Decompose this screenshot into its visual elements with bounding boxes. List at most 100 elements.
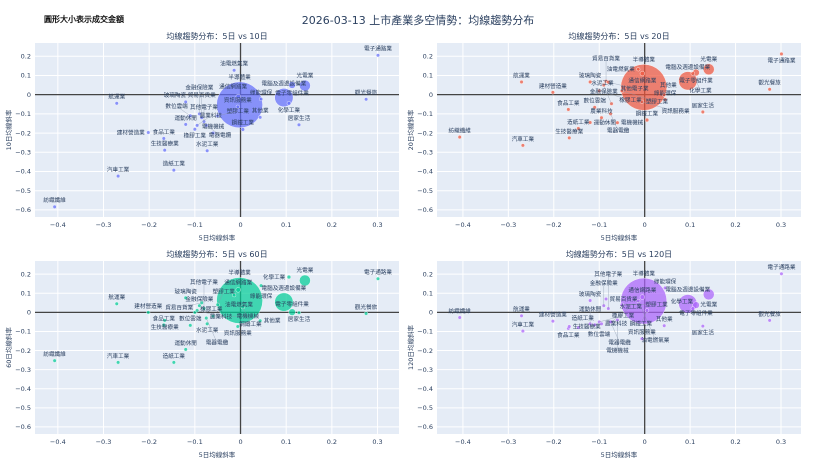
data-label: 觀光餐旅 — [355, 303, 378, 311]
data-label: 通信網路業 — [219, 83, 247, 91]
data-label: 運動休閒 — [579, 305, 602, 313]
subplot-title: 均線趨勢分布：5日 vs 10日 — [166, 31, 267, 41]
x-tick-label: 0 — [643, 221, 647, 229]
data-point — [192, 127, 197, 132]
y-tick-label: −0.6 — [417, 423, 433, 431]
label-leader-line — [599, 90, 631, 101]
plot-background — [437, 261, 801, 434]
data-label: 資訊服務業 — [662, 107, 690, 115]
data-point — [566, 107, 571, 112]
x-axis-title: 5日均線斜率 — [199, 233, 236, 242]
data-point — [692, 301, 700, 309]
data-label: 紡織纖維 — [449, 127, 472, 135]
data-label: 電子通路業 — [768, 263, 796, 271]
data-point — [576, 126, 581, 131]
label-leader-line — [206, 318, 218, 343]
data-point — [52, 358, 57, 363]
label-leader-line — [610, 113, 619, 131]
data-label: 建材營造業 — [117, 128, 145, 136]
x-tick-label: 0 — [238, 438, 242, 446]
x-tick-label: 0.3 — [372, 221, 382, 229]
y-axis-title: 60日均線斜率 — [4, 327, 13, 368]
data-label: 農業科技 — [605, 320, 628, 328]
x-tick-label: 0.1 — [281, 438, 291, 446]
y-tick-label: −0.5 — [417, 187, 433, 195]
data-label: 光電業 — [297, 71, 314, 79]
data-point — [615, 120, 620, 125]
data-point — [258, 115, 263, 120]
data-label: 造紙工業 — [163, 352, 186, 360]
data-label: 塑膠工業 — [645, 301, 668, 309]
data-label: 半導體業 — [228, 73, 251, 81]
data-label: 食品工業 — [557, 99, 580, 107]
x-tick-label: −0.3 — [96, 221, 112, 229]
data-label: 橡膠工業 — [184, 132, 207, 140]
data-label: 通信網路業 — [628, 286, 656, 294]
x-axis-title: 5日均線斜率 — [199, 450, 236, 459]
label-leader-line — [179, 302, 202, 308]
data-point — [235, 94, 241, 100]
data-point — [567, 324, 572, 329]
data-label: 綠能環保 — [654, 277, 677, 285]
data-point — [114, 301, 119, 306]
label-leaders — [176, 87, 238, 136]
data-point — [700, 109, 705, 114]
data-label: 橡膠工業 — [200, 305, 223, 313]
data-point — [258, 318, 263, 323]
x-tick-label: −0.1 — [187, 221, 203, 229]
data-point — [620, 277, 667, 325]
bubble-size-note: 圓形大小表示成交金額 — [44, 15, 124, 24]
y-tick-label: 0.2 — [423, 270, 433, 278]
data-label: 數位雲端 — [584, 97, 607, 105]
y-tick-label: −0.4 — [15, 168, 31, 176]
x-tick-label: −0.3 — [500, 438, 516, 446]
data-label: 其他業 — [660, 81, 677, 89]
data-point — [678, 71, 698, 91]
data-label: 數位雲端 — [588, 330, 611, 338]
x-tick-label: 0.2 — [327, 438, 337, 446]
data-point — [52, 204, 57, 209]
data-label: 航運業 — [513, 305, 530, 313]
data-label: 電子零組件業 — [275, 300, 309, 308]
data-point — [663, 285, 668, 290]
data-label: 化學工業 — [278, 106, 301, 114]
data-label: 通信網路業 — [628, 77, 656, 85]
data-point — [662, 323, 667, 328]
data-label: 電子通路業 — [364, 268, 392, 276]
data-label: 鋼鐵工業 — [232, 119, 255, 127]
data-point — [700, 324, 705, 329]
data-label: 金融保險業 — [185, 295, 213, 303]
data-label: 農業科技 — [210, 313, 233, 321]
data-label: 汽車工業 — [512, 135, 535, 143]
y-tick-label: −0.1 — [15, 328, 31, 336]
x-tick-label: −0.1 — [187, 438, 203, 446]
label-leader-line — [638, 300, 656, 341]
data-point — [519, 79, 524, 84]
data-point — [146, 310, 151, 315]
data-point — [592, 105, 597, 110]
data-label: 電子零組件業 — [679, 77, 713, 85]
data-label: 居家生活 — [288, 114, 311, 122]
y-tick-label: 0 — [429, 309, 433, 317]
data-label: 觀光餐旅 — [355, 89, 378, 97]
data-point — [364, 97, 369, 102]
data-point — [146, 130, 151, 135]
y-tick-label: −0.6 — [15, 206, 31, 214]
data-label: 資訊服務業 — [224, 329, 252, 337]
data-point — [520, 143, 525, 148]
data-label: 水泥工業 — [591, 79, 614, 87]
y-tick-label: −0.1 — [417, 328, 433, 336]
data-label: 半導體業 — [228, 269, 251, 277]
data-label: 水泥工業 — [620, 303, 643, 311]
data-point — [274, 292, 294, 312]
data-label: 油電燃氣業 — [220, 60, 248, 68]
x-tick-label: 0.1 — [685, 221, 695, 229]
data-label: 電器電纜 — [206, 338, 229, 346]
data-label: 玻璃陶瓷 — [164, 91, 187, 99]
data-point — [767, 318, 772, 323]
data-label: 電器電纜 — [209, 131, 232, 139]
x-axis-title: 5日均線斜率 — [601, 450, 638, 459]
y-tick-label: −0.3 — [15, 148, 31, 156]
y-tick-label: 0 — [27, 309, 31, 317]
